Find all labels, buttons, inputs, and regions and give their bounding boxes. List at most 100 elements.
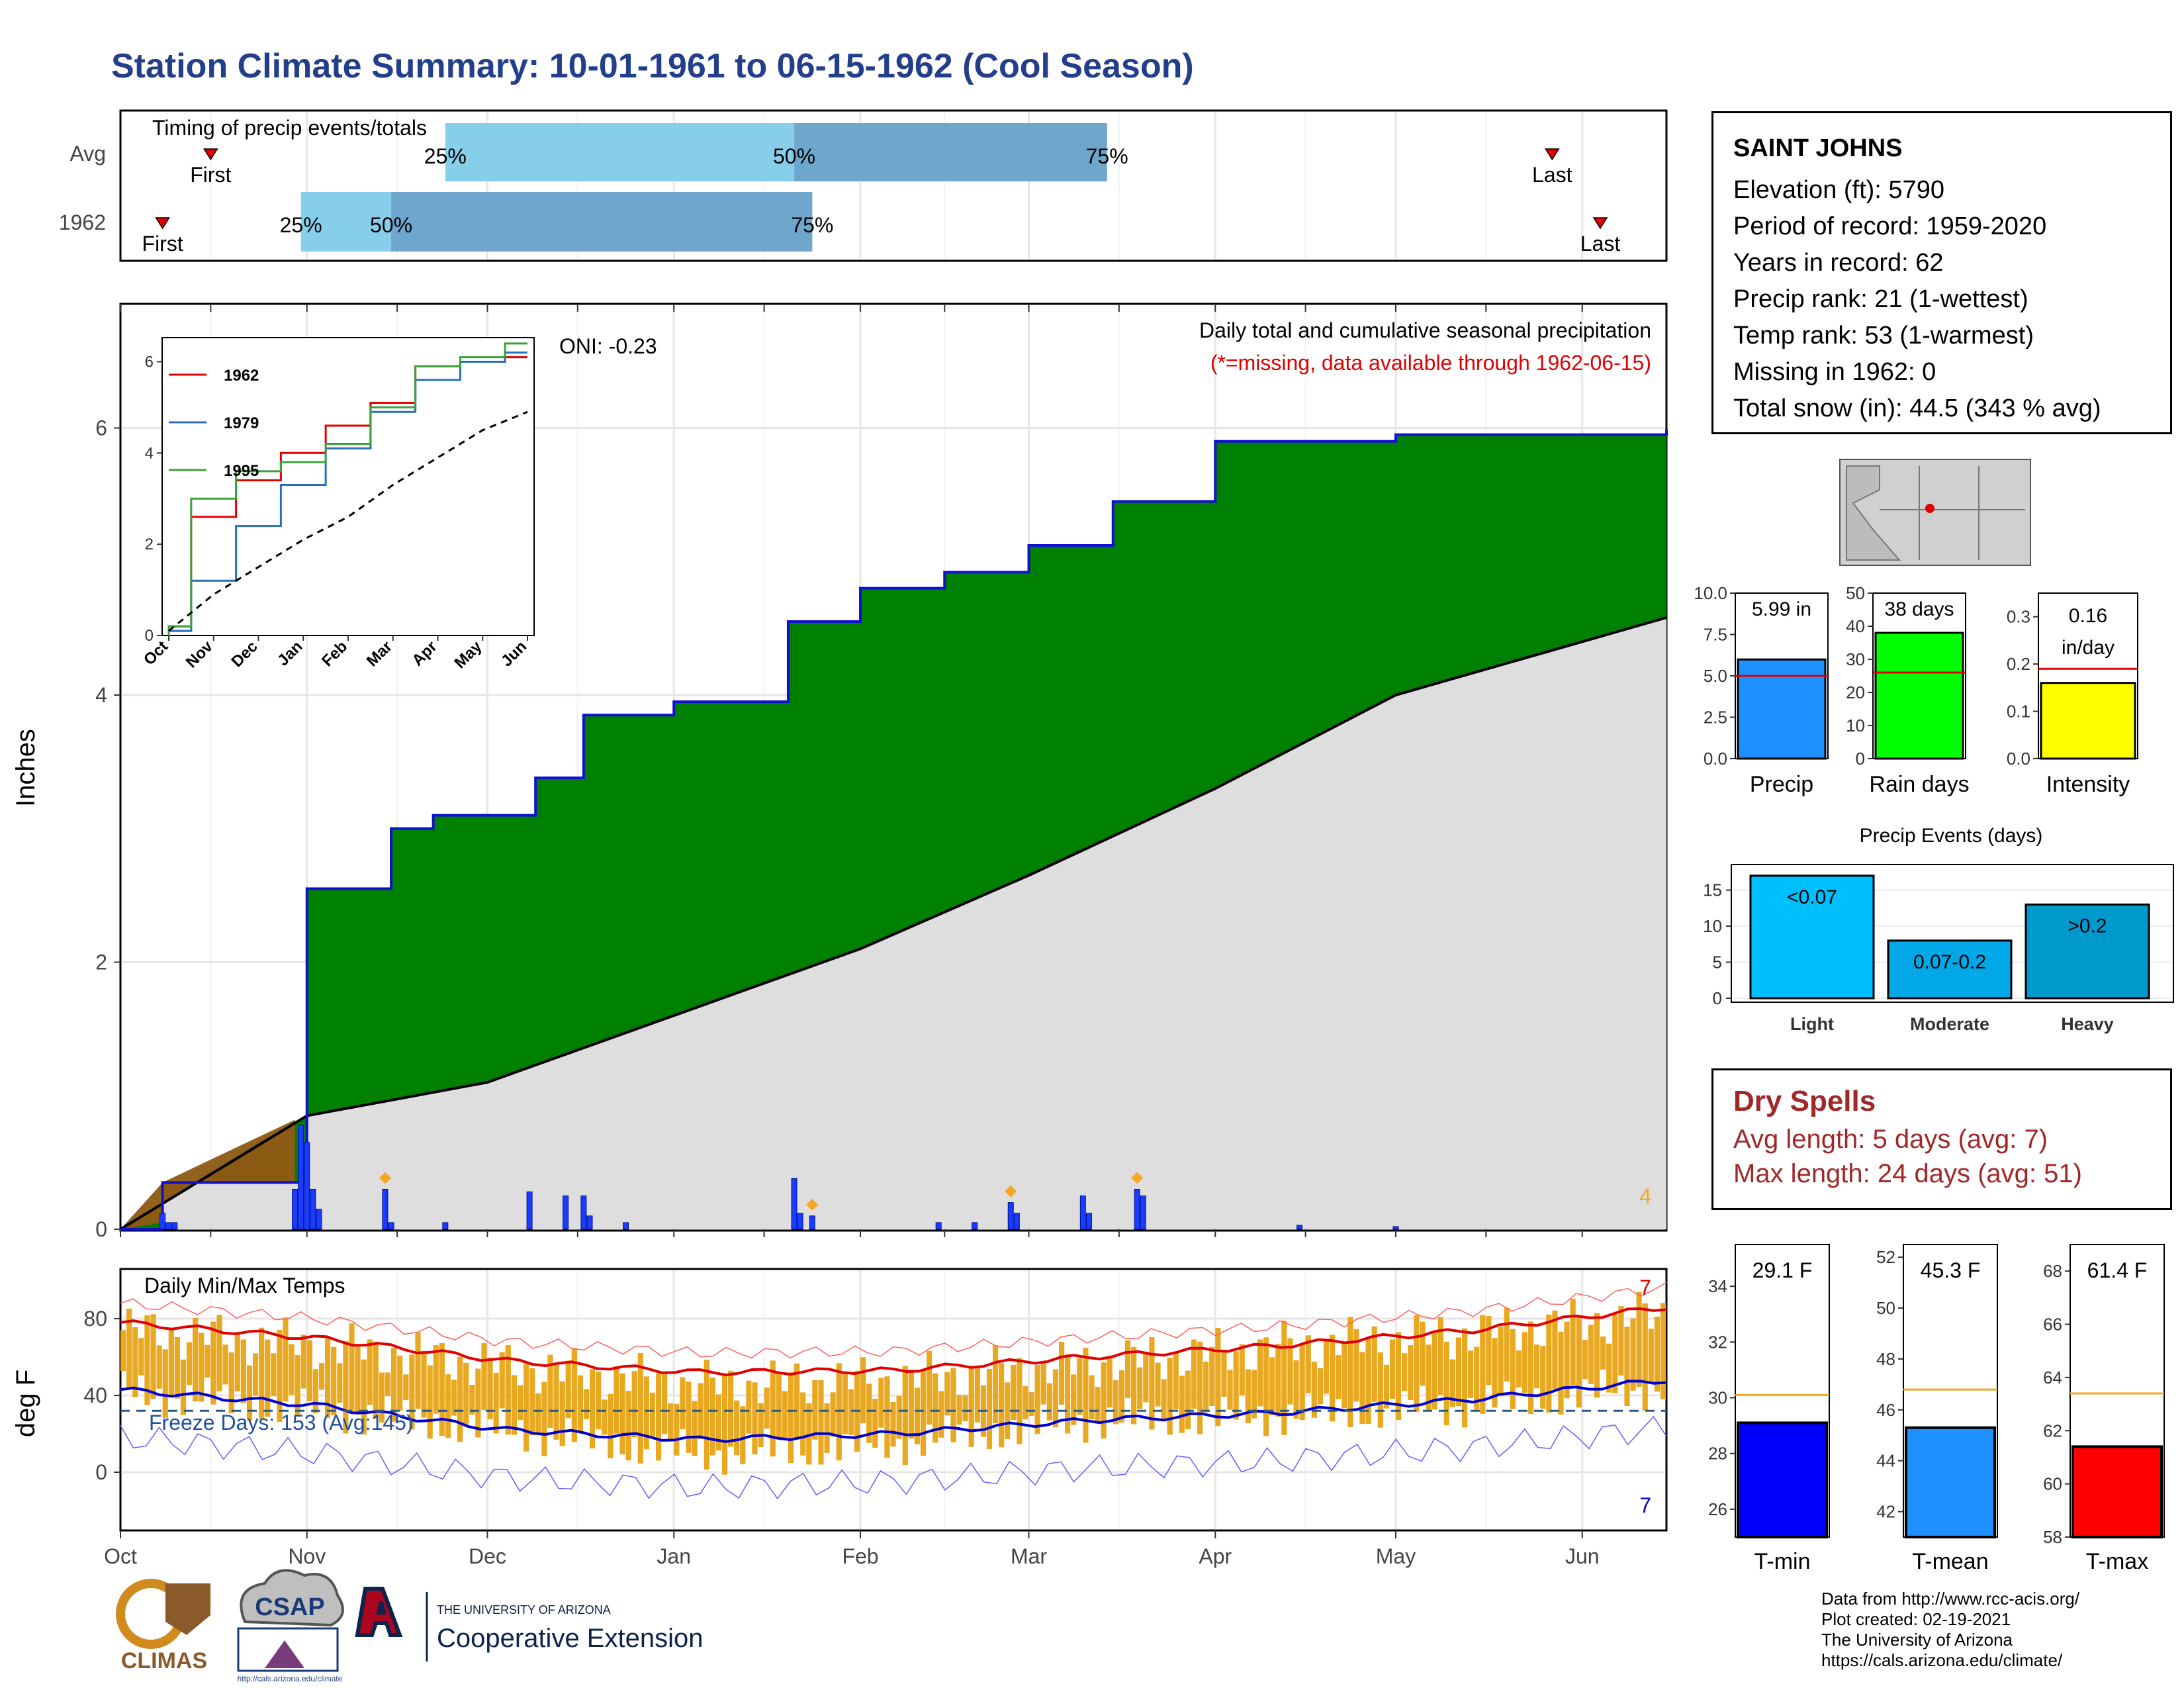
temp-range-bar [752, 1382, 758, 1455]
timing-marker-first [155, 217, 170, 230]
temp-range-bar [1209, 1346, 1215, 1406]
precip-surplus-area [120, 429, 1666, 1229]
temp-range-bar [1449, 1359, 1455, 1407]
temp-range-bar [649, 1392, 656, 1437]
temp-summary-value-tmin: 29.1 F [1752, 1258, 1813, 1282]
temp-range-bar [259, 1327, 265, 1419]
temp-range-bar [1383, 1364, 1389, 1409]
events-bar-moderate [1887, 939, 2013, 1000]
station-years: Years in record: 62 [1733, 249, 1944, 277]
inset-legend-label: 1979 [224, 414, 259, 432]
events-y-tick-label: 10 [1703, 916, 1722, 936]
temp-range-bar [902, 1366, 908, 1466]
temp-summary-label-tmean: T-mean [1912, 1549, 1988, 1574]
station-snow: Total snow (in): 44.5 (343 % avg) [1733, 395, 2101, 422]
temp-range-bar [1420, 1321, 1426, 1386]
temp-range-bar [1323, 1339, 1330, 1394]
temp-range-bar [686, 1382, 692, 1453]
events-category-label: Moderate [1910, 1014, 1989, 1034]
temp-range-bar [1426, 1344, 1432, 1412]
temp-y-axis-label: deg F [11, 1370, 40, 1437]
temp-range-bar [1498, 1327, 1504, 1397]
footer-credits: Data from http://www.rcc-acis.org/ Plot … [1821, 1589, 2079, 1671]
temp-range-bar [896, 1395, 902, 1439]
temp-summary-y-tick-label: 42 [1876, 1502, 1895, 1522]
precip-panel-title: Daily total and cumulative seasonal prec… [1199, 318, 1651, 342]
temp-range-bar [156, 1345, 162, 1389]
temp-summary-y-tick-label: 52 [1876, 1247, 1895, 1267]
temp-range-bar [1606, 1343, 1612, 1393]
inset-frame [161, 337, 535, 636]
temp-range-bar [300, 1335, 306, 1389]
mini-y-tick-label: 7.5 [1704, 625, 1727, 645]
temp-range-bar [1582, 1339, 1588, 1380]
inset-line-1995 [167, 342, 527, 635]
temp-range-bar [505, 1344, 511, 1435]
temp-range-bar [1077, 1358, 1083, 1415]
temp-range-bar [589, 1369, 596, 1449]
temp-range-bar [920, 1370, 927, 1456]
temp-range-bar [144, 1315, 150, 1405]
month-tick-label: Nov [288, 1544, 326, 1568]
temp-range-bar [872, 1399, 878, 1448]
dry-spells-title: Dry Spells [1733, 1085, 1876, 1117]
temp-range-bar [908, 1370, 914, 1439]
temp-range-bar [1468, 1350, 1474, 1398]
month-tick-label: Apr [1199, 1544, 1232, 1568]
mini-y-tick-label: 5.0 [1704, 666, 1727, 686]
temp-range-bar [1269, 1357, 1275, 1415]
snow-marker [379, 1172, 391, 1184]
station-name: SAINT JOHNS [1733, 134, 1903, 162]
footer-url: https://cals.arizona.edu/climate/ [1821, 1650, 2063, 1670]
mini-y-tick-label: 0.0 [2007, 749, 2030, 769]
temp-range-bar [511, 1375, 517, 1435]
temp-summary-y-tick-label: 48 [1876, 1349, 1895, 1369]
timing-label-50: 50% [370, 213, 412, 237]
temp-range-bar [355, 1346, 361, 1415]
timing-label-last: Last [1532, 163, 1572, 187]
events-y-tick-label: 0 [1713, 988, 1722, 1008]
temp-range-bar [1167, 1357, 1173, 1435]
temp-range-bar [962, 1395, 968, 1422]
temp-range-bar [1359, 1352, 1365, 1424]
ua-logo-small-text: THE UNIVERSITY OF ARIZONA [437, 1603, 611, 1617]
timing-bar-q1 [300, 192, 392, 252]
temp-range-bar [1137, 1367, 1143, 1409]
temp-range-bar [1336, 1355, 1342, 1399]
temp-range-bar [1630, 1318, 1636, 1391]
mini-y-tick-label: 0 [1856, 749, 1865, 769]
temp-range-bar [890, 1401, 896, 1447]
temp-range-bar [1107, 1358, 1113, 1408]
temp-summary-y-tick-label: 68 [2043, 1261, 2062, 1281]
temp-range-bar [721, 1375, 728, 1475]
precip-daily-bar [809, 1215, 815, 1230]
precip-daily-bar [1140, 1196, 1146, 1230]
precip-daily-bar [586, 1215, 593, 1230]
temp-range-bar [1251, 1370, 1257, 1419]
temp-range-bar [475, 1368, 481, 1438]
temp-range-bar [1281, 1321, 1287, 1435]
temp-range-bar [1414, 1315, 1420, 1412]
csap-logo-cloud [240, 1569, 344, 1627]
precip-daily-bar [1007, 1202, 1014, 1230]
temp-summary-y-tick-label: 34 [1708, 1276, 1727, 1296]
temp-range-bar [234, 1331, 240, 1391]
precip-panel-subtitle: (*=missing, data available through 1962-… [1210, 351, 1651, 375]
precip-daily-bar [526, 1192, 533, 1230]
temp-range-bar [318, 1363, 325, 1390]
temp-range-bar [1552, 1310, 1558, 1389]
temp-range-bar [608, 1393, 614, 1458]
temp-range-bar [415, 1332, 421, 1409]
temp-range-bar [1618, 1306, 1624, 1376]
temp-range-bar [800, 1392, 806, 1456]
temp-range-bar [842, 1371, 848, 1434]
mini-label-precip: Precip [1750, 772, 1813, 797]
temp-high-count: 7 [1639, 1276, 1651, 1299]
temp-range-bar [138, 1338, 144, 1376]
temp-range-bar [1191, 1339, 1197, 1409]
temp-range-bar [884, 1376, 890, 1458]
precip-y-axis-label: Inches [11, 729, 40, 807]
temp-summary-y-tick-label: 64 [2043, 1368, 2062, 1387]
temp-range-bar [289, 1344, 295, 1395]
temp-range-bar [992, 1345, 999, 1424]
